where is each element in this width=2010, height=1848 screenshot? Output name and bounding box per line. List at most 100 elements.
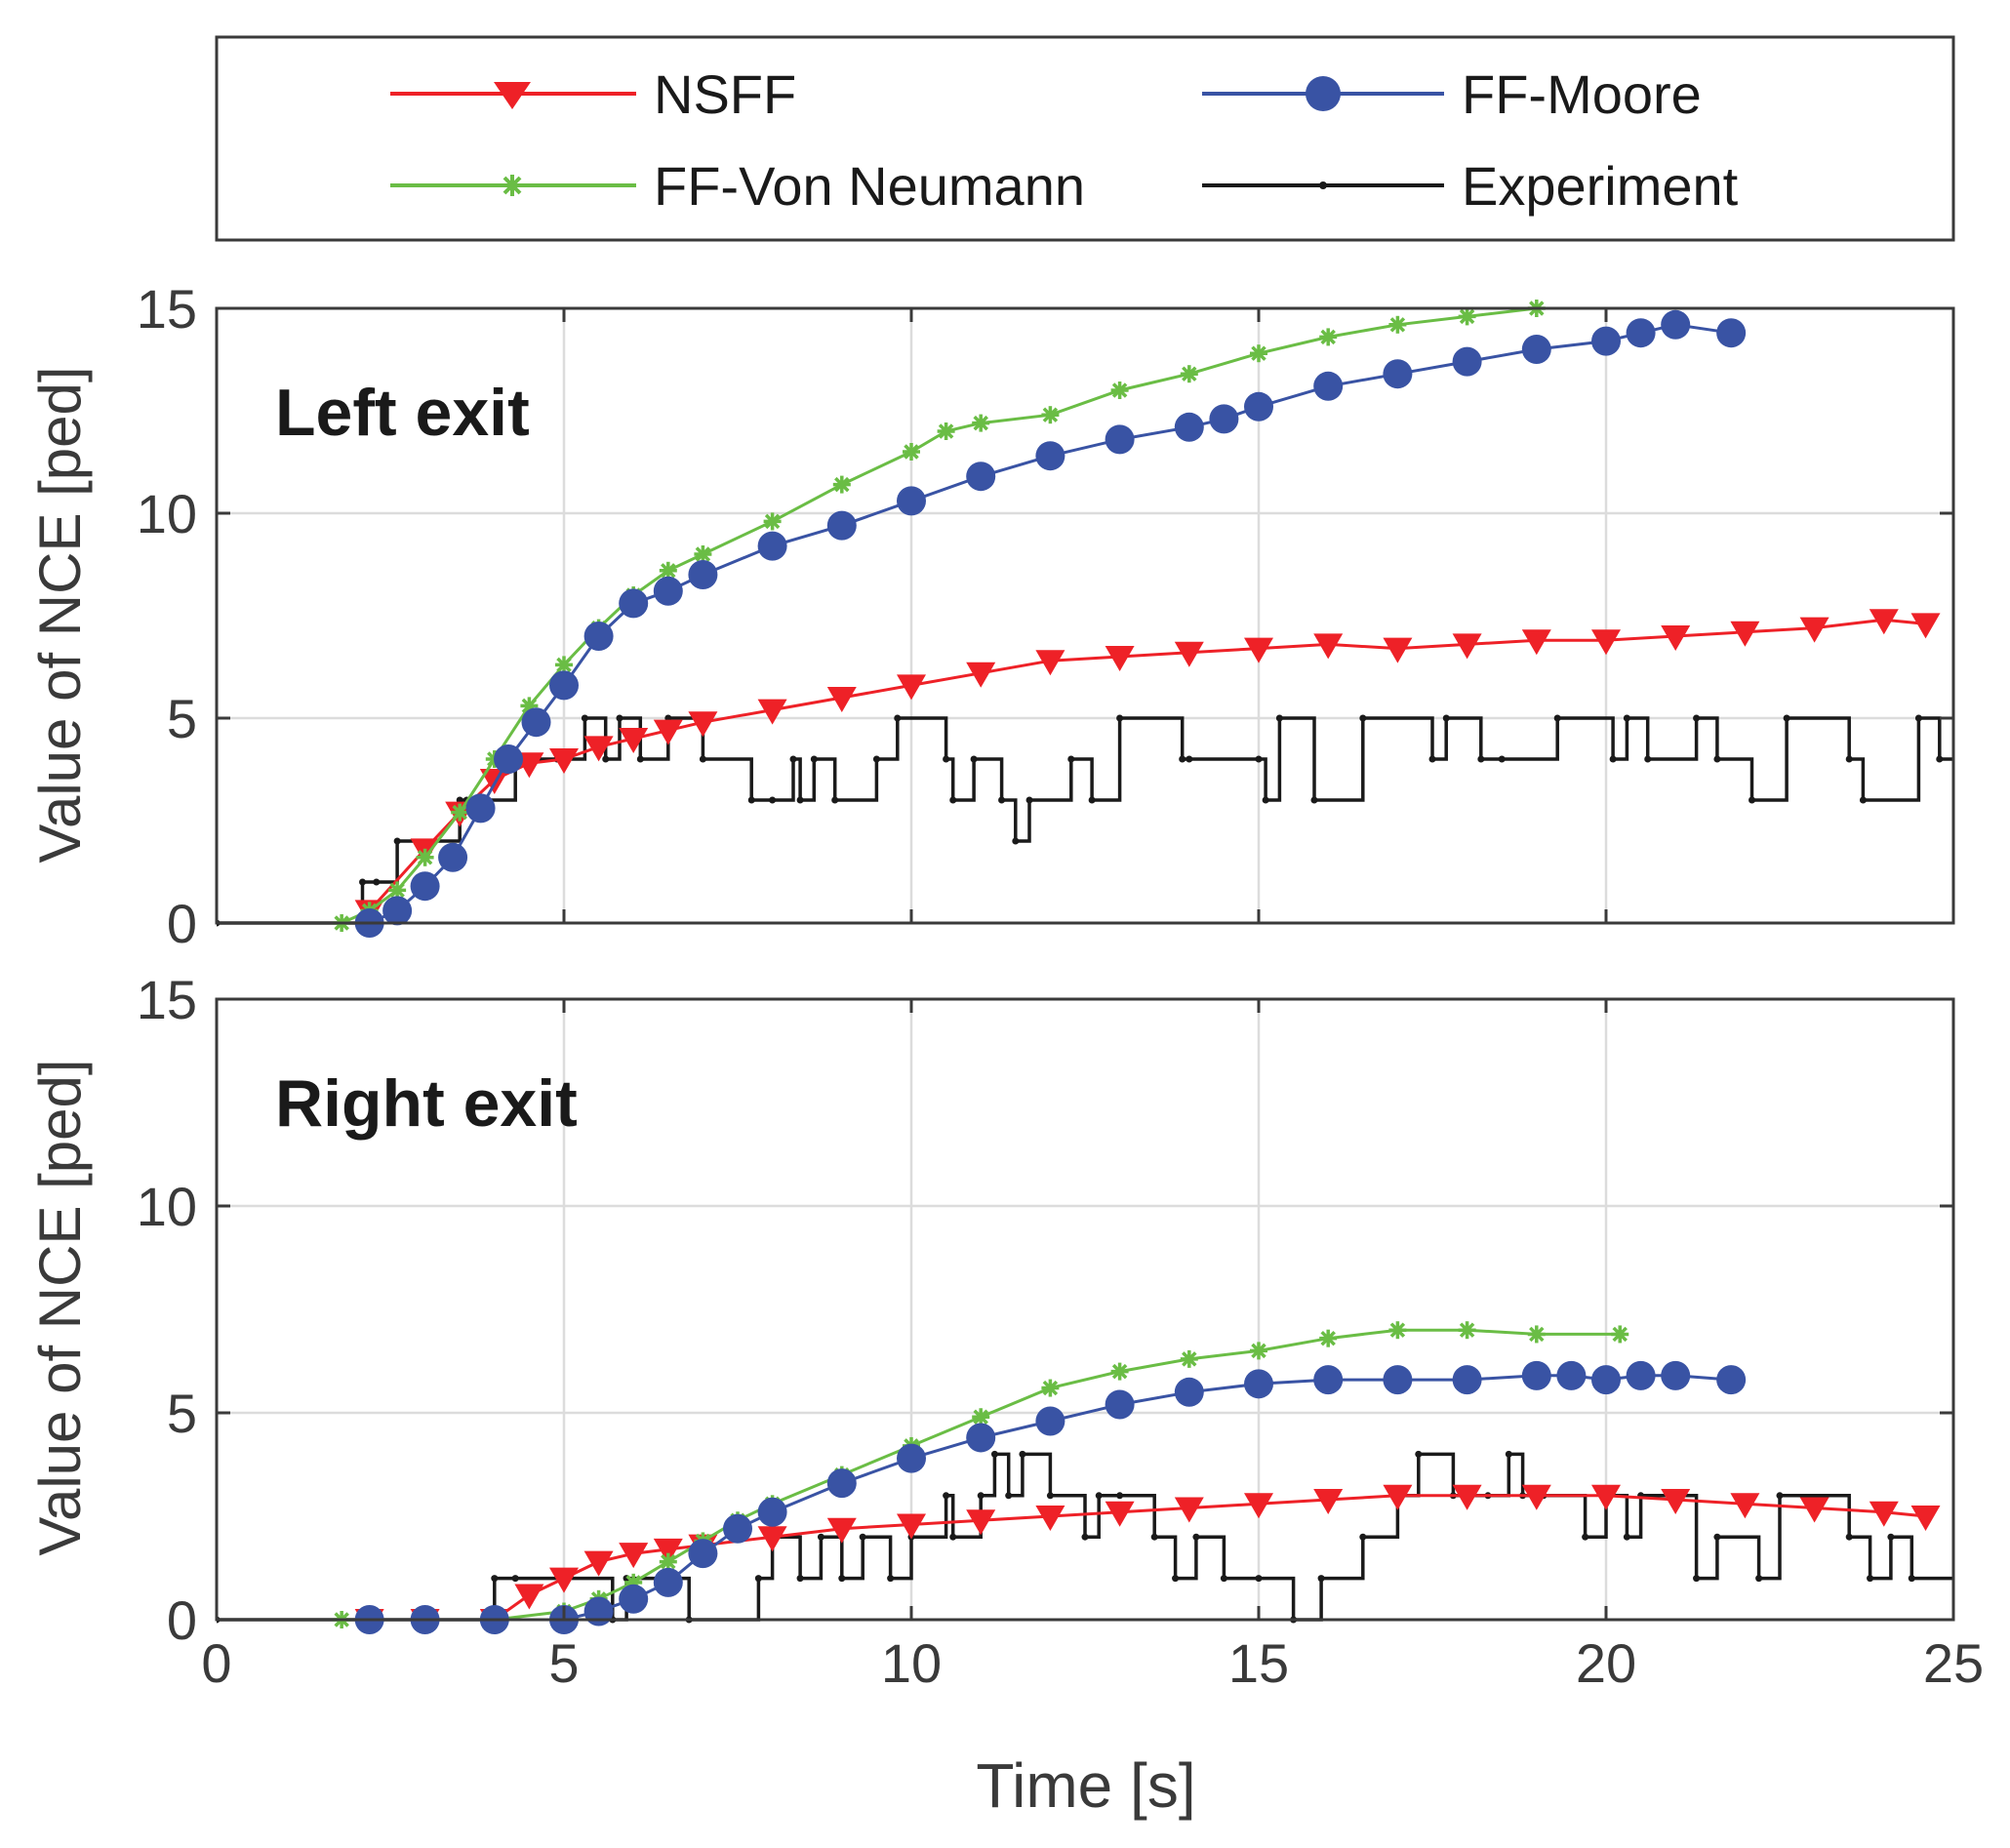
marker-ff-von-neumann [1041,406,1060,424]
marker-ff-moore [966,1423,996,1453]
marker-ff-moore [1313,1365,1344,1395]
marker-experiment [943,1492,950,1500]
marker-ff-moore [1521,335,1551,364]
marker-ff-moore [1591,1365,1621,1395]
marker-experiment [990,1450,998,1458]
marker-ff-moore [1244,1369,1273,1399]
axes-frame [215,306,1955,925]
marker-experiment [359,878,367,886]
marker-ff-moore [382,896,413,926]
marker-experiment [1415,1450,1423,1458]
marker-ff-moore [1626,1360,1656,1390]
dot-marker-icon [1319,181,1327,189]
marker-ff-moore [583,1596,614,1627]
marker-ff-moore [1035,441,1065,471]
marker-ff-moore [1626,318,1656,348]
marker-experiment [1025,796,1033,804]
marker-ff-von-neumann [937,422,955,440]
marker-nsff [1661,1489,1691,1515]
marker-ff-von-neumann [416,848,434,866]
marker-experiment [810,755,818,763]
marker-ff-moore [465,793,496,824]
marker-nsff [1105,1501,1135,1527]
marker-nsff [1383,637,1413,663]
marker-ff-von-neumann [1388,315,1407,334]
marker-experiment [769,796,777,804]
marker-ff-moore [1383,359,1413,389]
panel-title: Left exit [275,376,530,450]
marker-ff-von-neumann [1250,344,1267,363]
marker-nsff [1521,629,1551,656]
marker-nsff [583,736,614,762]
x-tick-label: 5 [548,1632,579,1694]
marker-ff-moore [619,588,649,619]
y-tick-label: 5 [167,1383,197,1444]
marker-experiment [511,1575,519,1583]
marker-nsff [1383,1484,1413,1510]
x-tick-label: 15 [1228,1632,1289,1694]
marker-experiment [581,714,588,722]
marker-experiment [943,755,950,763]
marker-experiment [1186,755,1193,763]
marker-ff-moore [1035,1406,1065,1436]
marker-experiment [1255,755,1263,763]
x-tick-label: 0 [201,1632,231,1694]
marker-ff-moore [1591,326,1621,356]
marker-ff-moore [1661,1360,1691,1390]
marker-experiment [1359,714,1367,722]
marker-nsff [583,1550,614,1577]
marker-experiment [1046,1492,1054,1500]
marker-ff-von-neumann [1319,328,1338,346]
marker-ff-moore [826,1468,857,1499]
marker-experiment [1192,1533,1200,1541]
marker-experiment [1867,1575,1874,1583]
marker-experiment [1067,755,1075,763]
marker-ff-von-neumann [1527,1325,1546,1344]
marker-experiment [1477,755,1485,763]
marker-nsff [1174,1497,1204,1523]
marker-nsff [1910,613,1941,639]
marker-experiment [1081,1533,1089,1541]
marker-nsff [1661,625,1691,651]
x-tick-label: 25 [1923,1632,1984,1694]
marker-ff-moore [1105,1389,1135,1420]
marker-nsff [1730,621,1760,647]
marker-nsff [1105,646,1135,671]
marker-nsff [1313,1489,1344,1515]
marker-nsff [619,1543,649,1569]
panel-title: Right exit [275,1066,578,1141]
marker-ff-moore [897,486,926,516]
marker-experiment [1623,1533,1630,1541]
marker-experiment [887,1575,895,1583]
series-line-experiment [217,1452,1953,1622]
marker-ff-von-neumann [1388,1321,1407,1340]
marker-ff-von-neumann [388,881,407,900]
marker-ff-von-neumann [1110,382,1129,399]
marker-experiment [1908,1575,1915,1583]
marker-experiment [838,1575,846,1583]
marker-ff-moore [1716,318,1747,348]
marker-experiment [616,714,623,722]
marker-nsff [1452,1484,1482,1510]
marker-experiment [1776,1492,1784,1500]
marker-experiment [894,714,902,722]
marker-ff-moore [826,510,857,541]
marker-ff-moore [1313,371,1344,401]
marker-experiment [1644,755,1652,763]
marker-ff-moore [583,622,614,651]
marker-ff-moore [1174,412,1204,442]
series-group [217,1321,1953,1634]
marker-ff-moore [1209,404,1239,434]
marker-nsff [826,687,857,712]
marker-nsff [1799,617,1829,643]
marker-nsff [549,748,579,774]
marker-ff-moore [1105,424,1135,455]
marker-nsff [1035,1506,1065,1531]
marker-ff-moore [688,1539,718,1569]
marker-experiment [1116,714,1124,722]
marker-experiment [1783,714,1790,722]
marker-experiment [1150,1533,1158,1541]
marker-ff-von-neumann [1458,1321,1476,1340]
marker-experiment [949,796,957,804]
legend-entry-ff-moore: FF-Moore [1202,63,1702,125]
